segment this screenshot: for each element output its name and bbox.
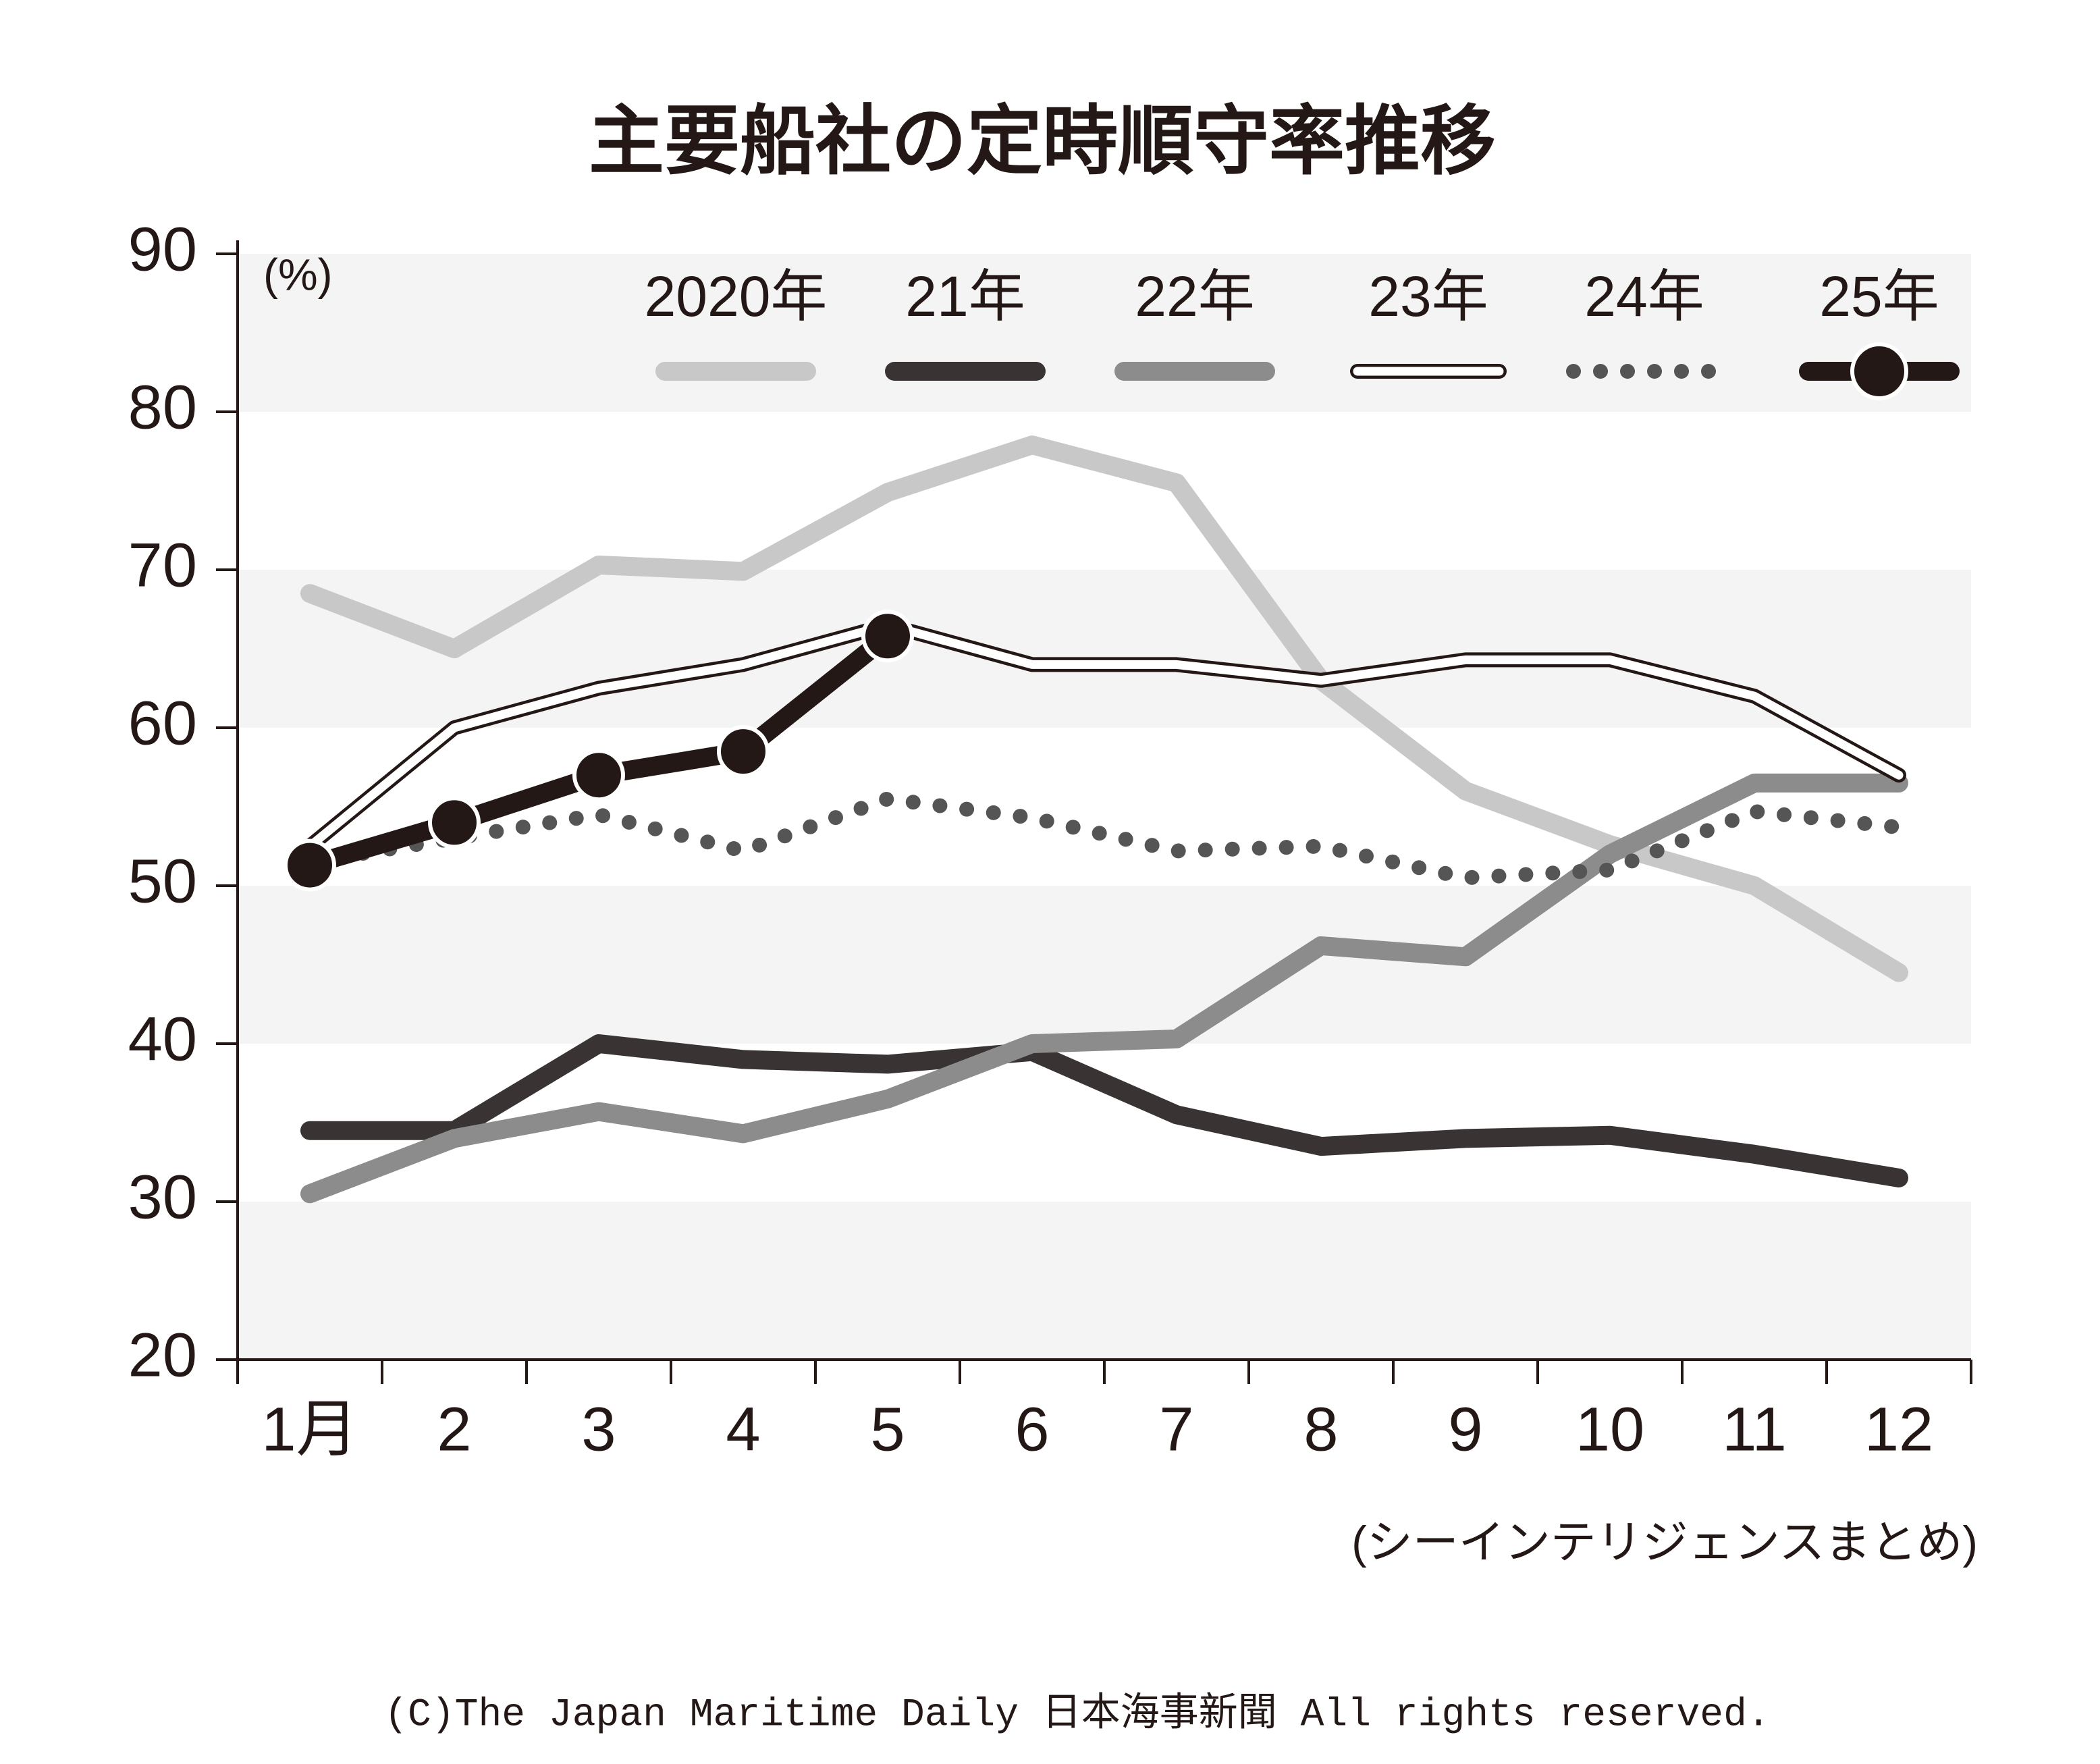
y-tick-label: 60 [128, 689, 197, 757]
legend-label: 23年 [1368, 265, 1488, 328]
y-tick-label: 70 [128, 531, 197, 599]
series [300, 773, 1908, 1204]
x-tick-label: 11 [1722, 1395, 1787, 1464]
x-tick-label: 5 [870, 1395, 905, 1464]
y-tick-label: 30 [128, 1162, 197, 1231]
x-tick-label: 12 [1864, 1395, 1933, 1464]
source-note: (シーインテリジェンスまとめ) [1351, 1517, 1978, 1568]
series-line [300, 1034, 1908, 1187]
plot-bands [238, 254, 1971, 1360]
series-line [302, 791, 1906, 886]
series-marker [572, 749, 625, 802]
series [284, 610, 914, 892]
legend: 2020年 21年 22年 23年 24年 25年 [645, 265, 1960, 400]
x-tick-label: 7 [1159, 1395, 1193, 1464]
x-tick-label: 2 [437, 1395, 471, 1464]
x-tick-label: 1月 [261, 1395, 358, 1464]
series-marker [861, 610, 914, 663]
series-marker [428, 796, 481, 849]
series-marker [717, 725, 770, 778]
legend-label: 25年 [1819, 265, 1939, 328]
y-tick-label: 80 [128, 373, 197, 442]
plot-band [238, 570, 1971, 728]
legend-marker [1850, 342, 1908, 400]
x-tick-label: 8 [1303, 1395, 1338, 1464]
legend-label: 22年 [1135, 265, 1254, 328]
series-marker [284, 838, 336, 892]
x-tick-label: 10 [1576, 1395, 1644, 1464]
axes: 20 30 40 50 60 70 80 90 1月 2 3 4 5 6 7 8 9 10 11 12 [128, 215, 1972, 1464]
plot-band [238, 254, 1971, 412]
series-line-inner [305, 620, 1904, 851]
series [300, 1034, 1908, 1187]
series [302, 617, 1906, 854]
y-tick-label: 20 [128, 1320, 197, 1389]
series-line [300, 773, 1908, 1204]
legend-swatch [1799, 342, 1960, 400]
copyright: (C)The Japan Maritime Daily 日本海事新聞 All r… [384, 1691, 1770, 1737]
legend-label: 21年 [905, 265, 1025, 328]
series-lines [284, 435, 1908, 1204]
plot-band [238, 886, 1971, 1044]
chart-title: 主要船社の定時順守率推移 [589, 99, 1496, 184]
x-tick-label: 6 [1015, 1395, 1049, 1464]
series [302, 791, 1906, 886]
x-tick-label: 4 [726, 1395, 760, 1464]
y-tick-label: 90 [128, 215, 197, 284]
x-tick-label: 3 [581, 1395, 616, 1464]
y-tick-label: 40 [128, 1005, 197, 1073]
legend-label: 24年 [1584, 265, 1704, 328]
y-unit-label: (%) [263, 249, 333, 299]
legend-label: 2020年 [645, 265, 828, 328]
plot-band [238, 1202, 1971, 1360]
x-tick-label: 9 [1448, 1395, 1482, 1464]
y-tick-label: 50 [128, 847, 197, 915]
